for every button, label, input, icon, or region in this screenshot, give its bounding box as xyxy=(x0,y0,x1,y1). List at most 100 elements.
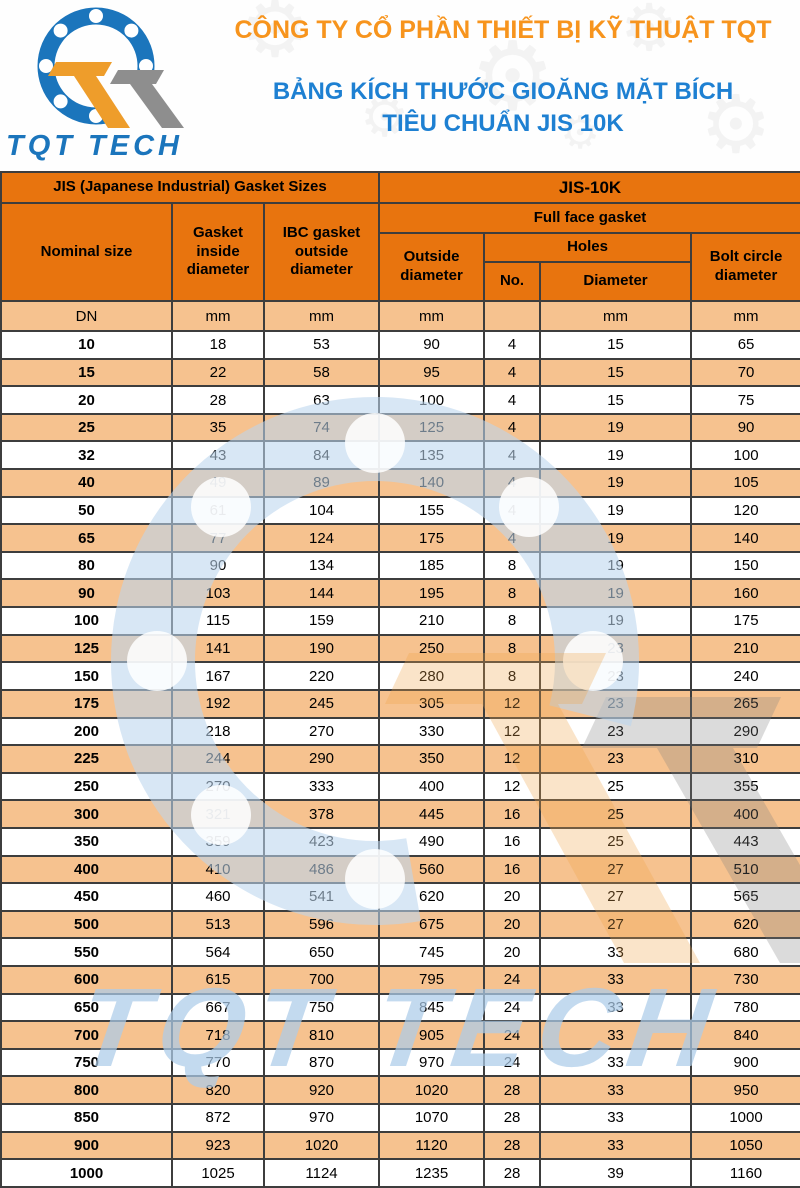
cell-value: 104 xyxy=(262,495,381,526)
cell-value: 333 xyxy=(262,771,381,802)
cell-nominal-size: 900 xyxy=(0,1130,173,1161)
table-row: 800 820 920 1020 28 33 950 xyxy=(0,1075,800,1106)
cell-nominal-size: 65 xyxy=(0,523,173,553)
cell-value: 970 xyxy=(378,1047,486,1078)
header-holes-diameter: Diameter xyxy=(539,261,693,302)
cell-value: 330 xyxy=(378,716,486,747)
cell-nominal-size: 225 xyxy=(0,744,173,774)
cell-value: 16 xyxy=(483,799,542,829)
cell-value: 378 xyxy=(262,799,381,829)
logo-text: TQT TECH xyxy=(6,130,183,162)
cell-value: 95 xyxy=(378,357,486,388)
header-nominal-size: Nominal size xyxy=(0,202,173,302)
cell-nominal-size: 800 xyxy=(0,1075,173,1106)
cell-value: 675 xyxy=(378,909,486,940)
table-row: 650 667 750 845 24 33 780 xyxy=(0,992,800,1023)
table-row: 90 103 144 195 8 19 160 xyxy=(0,578,800,609)
cell-value: 20 xyxy=(483,937,542,968)
cell-value: 23 xyxy=(539,688,693,719)
cell-nominal-size: 350 xyxy=(0,826,173,857)
unit-cell: mm xyxy=(378,300,486,332)
cell-value: 25 xyxy=(539,771,693,802)
cell-nominal-size: 50 xyxy=(0,495,173,526)
table-row: 850 872 970 1070 28 33 1000 xyxy=(0,1103,800,1133)
cell-value: 15 xyxy=(539,385,693,415)
cell-nominal-size: 1000 xyxy=(0,1158,173,1188)
cell-value: 20 xyxy=(483,909,542,940)
cell-value: 16 xyxy=(483,826,542,857)
cell-value: 77 xyxy=(171,523,265,553)
cell-value: 8 xyxy=(483,550,542,581)
cell-value: 410 xyxy=(171,854,265,885)
table-row: 65 77 124 175 4 19 140 xyxy=(0,523,800,553)
cell-value: 270 xyxy=(262,716,381,747)
header-right-group: JIS-10K xyxy=(378,171,800,204)
cell-value: 4 xyxy=(483,440,542,471)
cell-value: 43 xyxy=(171,440,265,471)
cell-nominal-size: 850 xyxy=(0,1103,173,1133)
cell-value: 490 xyxy=(378,826,486,857)
cell-value: 560 xyxy=(378,854,486,885)
table-row: 900 923 1020 1120 28 33 1050 xyxy=(0,1130,800,1161)
cell-value: 240 xyxy=(690,661,800,691)
cell-value: 53 xyxy=(262,330,381,360)
cell-value: 400 xyxy=(378,771,486,802)
cell-value: 718 xyxy=(171,1020,265,1050)
cell-value: 140 xyxy=(378,468,486,498)
cell-value: 33 xyxy=(539,1075,693,1106)
cell-value: 220 xyxy=(262,661,381,691)
cell-nominal-size: 300 xyxy=(0,799,173,829)
cell-value: 4 xyxy=(483,495,542,526)
cell-value: 1070 xyxy=(378,1103,486,1133)
cell-value: 310 xyxy=(690,744,800,774)
cell-value: 218 xyxy=(171,716,265,747)
table-row: 25 35 74 125 4 19 90 xyxy=(0,412,800,443)
table-row: 10 18 53 90 4 15 65 xyxy=(0,330,800,360)
cell-value: 565 xyxy=(690,882,800,912)
cell-value: 15 xyxy=(539,330,693,360)
cell-value: 49 xyxy=(171,468,265,498)
cell-value: 20 xyxy=(483,882,542,912)
cell-value: 33 xyxy=(539,1047,693,1078)
cell-value: 33 xyxy=(539,965,693,995)
cell-value: 90 xyxy=(378,330,486,360)
cell-value: 144 xyxy=(262,578,381,609)
table-row: 175 192 245 305 12 23 265 xyxy=(0,688,800,719)
cell-value: 19 xyxy=(539,495,693,526)
cell-value: 460 xyxy=(171,882,265,912)
cell-value: 27 xyxy=(539,882,693,912)
cell-nominal-size: 100 xyxy=(0,606,173,636)
cell-value: 8 xyxy=(483,578,542,609)
table-row: 15 22 58 95 4 15 70 xyxy=(0,357,800,388)
cell-value: 872 xyxy=(171,1103,265,1133)
company-name: CÔNG TY CỔ PHẦN THIẾT BỊ KỸ THUẬT TQT xyxy=(234,16,772,44)
cell-value: 1235 xyxy=(378,1158,486,1188)
cell-nominal-size: 200 xyxy=(0,716,173,747)
cell-value: 245 xyxy=(262,688,381,719)
cell-value: 23 xyxy=(539,744,693,774)
table-header-row: Nominal size Gasket inside diameter IBC … xyxy=(0,202,800,302)
cell-value: 15 xyxy=(539,357,693,388)
cell-value: 124 xyxy=(262,523,381,553)
cell-nominal-size: 20 xyxy=(0,385,173,415)
cell-value: 265 xyxy=(690,688,800,719)
cell-value: 19 xyxy=(539,578,693,609)
cell-nominal-size: 650 xyxy=(0,992,173,1023)
cell-value: 28 xyxy=(171,385,265,415)
cell-value: 8 xyxy=(483,606,542,636)
cell-value: 90 xyxy=(171,550,265,581)
cell-value: 27 xyxy=(539,854,693,885)
cell-value: 33 xyxy=(539,1130,693,1161)
cell-value: 19 xyxy=(539,550,693,581)
cell-value: 115 xyxy=(171,606,265,636)
cell-value: 1025 xyxy=(171,1158,265,1188)
table-row: 225 244 290 350 12 23 310 xyxy=(0,744,800,774)
table-row: 1000 1025 1124 1235 28 39 1160 xyxy=(0,1158,800,1188)
cell-value: 190 xyxy=(262,633,381,664)
table-header-row: Outside diameter Holes Bolt circle diame… xyxy=(1,232,800,302)
cell-value: 770 xyxy=(171,1047,265,1078)
gear-icon: ⚙ xyxy=(470,24,556,130)
cell-value: 28 xyxy=(483,1158,542,1188)
cell-value: 141 xyxy=(171,633,265,664)
cell-value: 100 xyxy=(690,440,800,471)
